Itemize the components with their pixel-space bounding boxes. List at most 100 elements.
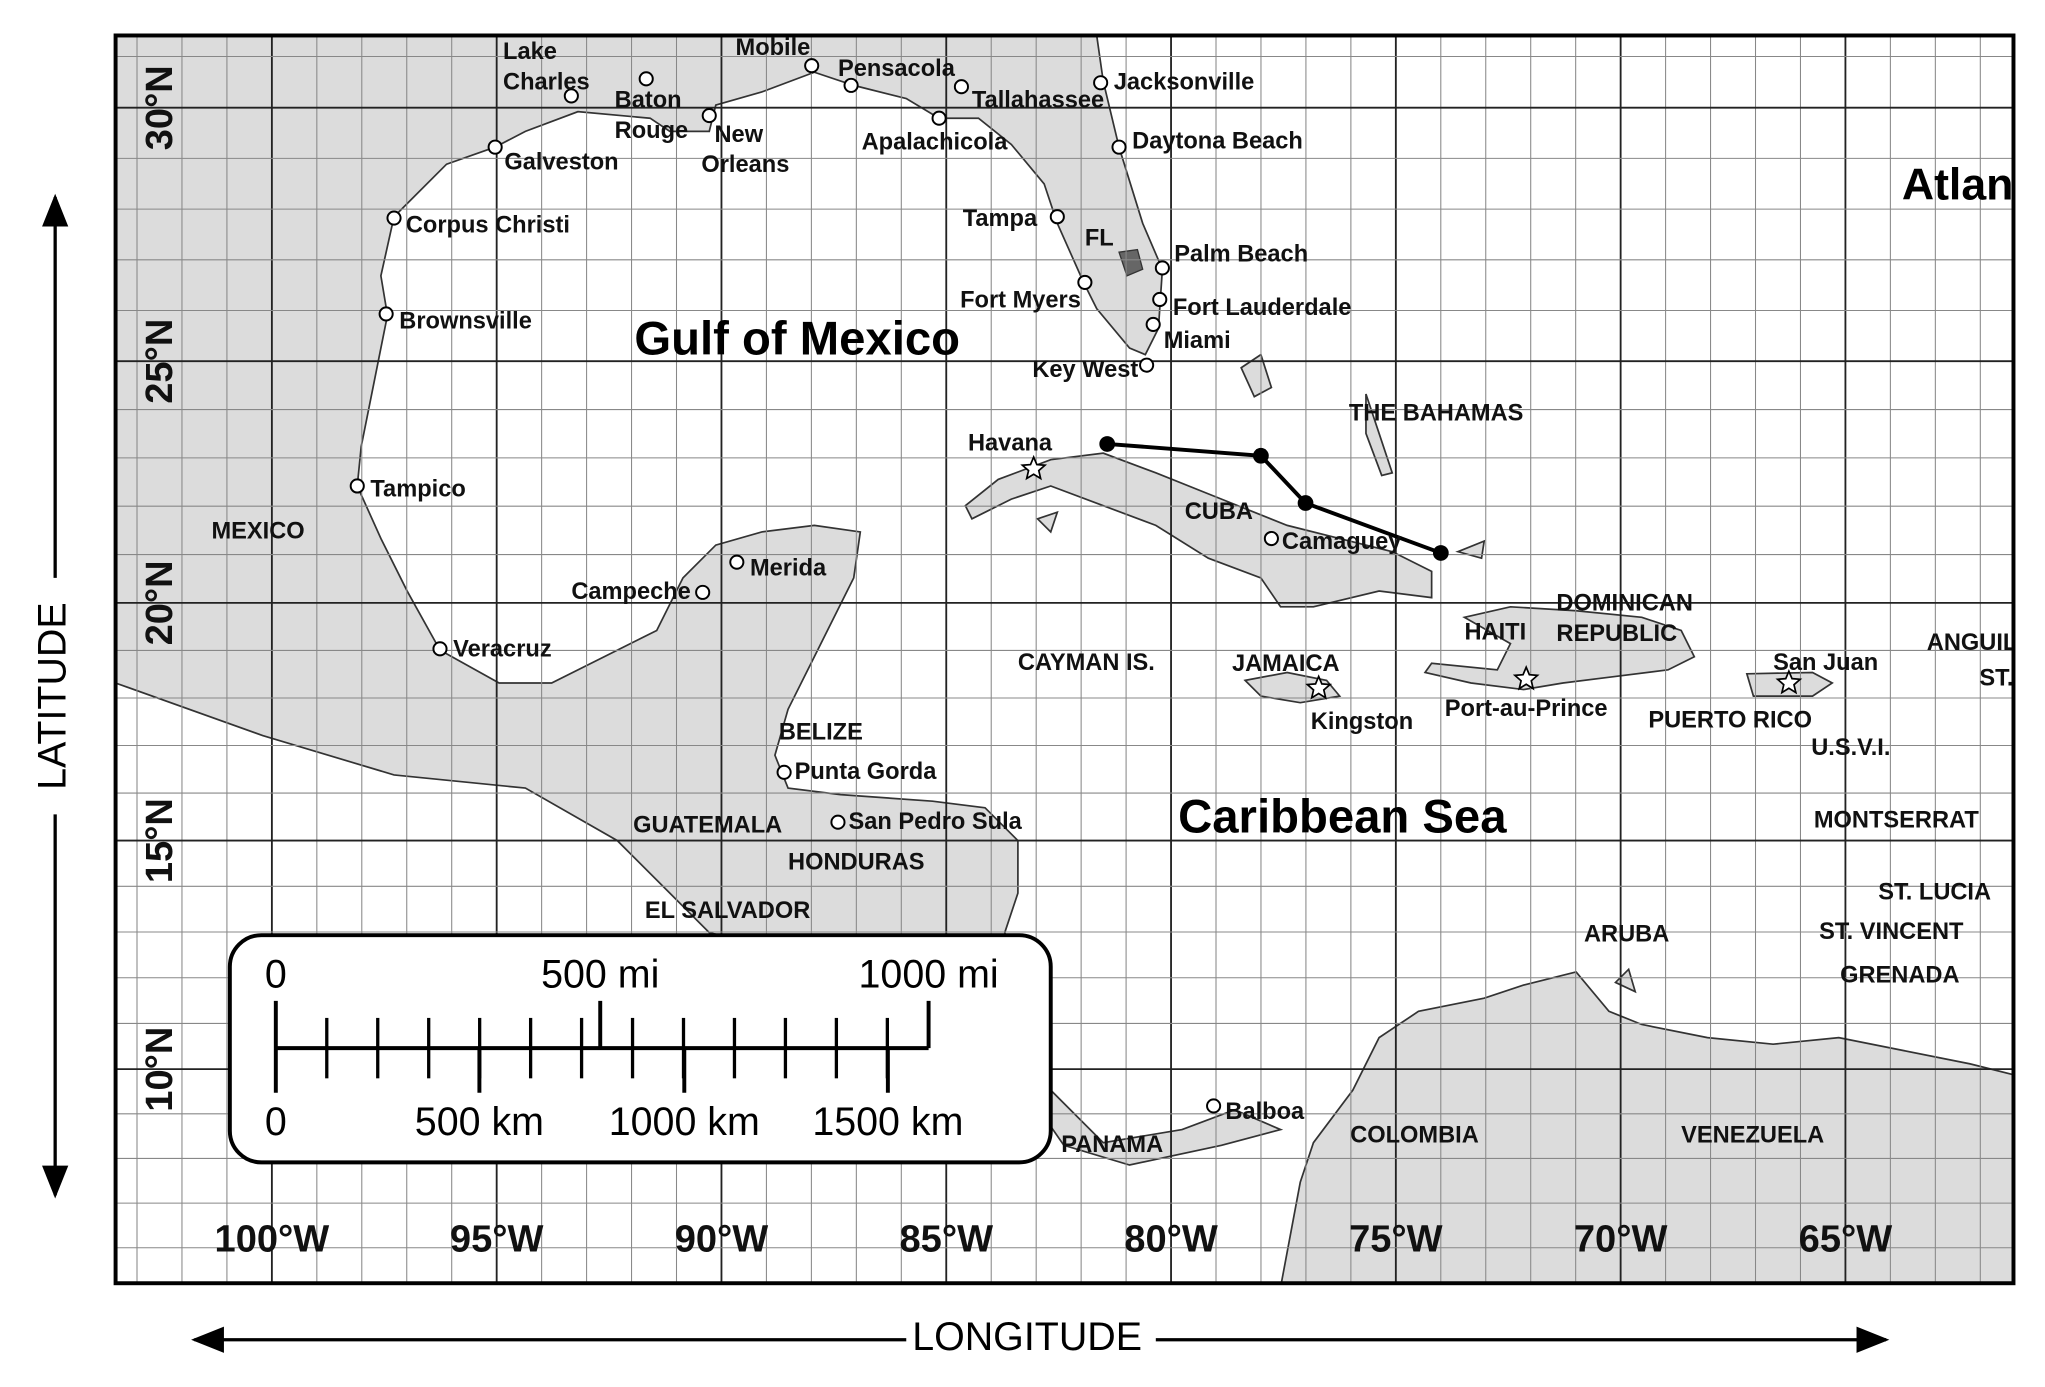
city-marker <box>1145 316 1161 332</box>
map-area: 100°W 95°W 90°W 85°W 80°W 75°W 70°W 65°W 30°N 25°… <box>115 35 2018 1284</box>
city-marker <box>1206 1098 1222 1114</box>
scale-bar: 0 500 mi 1000 mi 0 500 km 1000 km 1500 km <box>227 933 1053 1165</box>
capital-label: Havana <box>968 431 1053 457</box>
city-marker <box>563 88 579 104</box>
x-axis-title: LONGITUDE <box>912 1315 1142 1359</box>
region-label: ST. VINCENT <box>1819 919 1964 945</box>
grid <box>115 35 2014 1284</box>
city-marker <box>931 110 947 126</box>
city-label: Galveston <box>504 149 618 175</box>
longitude-label: 100°W <box>215 1219 330 1261</box>
region-label: PUERTO RICO <box>1648 708 1812 734</box>
city-marker <box>638 71 654 87</box>
city-marker <box>432 641 448 657</box>
city-label: Rouge <box>615 118 688 144</box>
region-label: PANAMA <box>1061 1132 1163 1158</box>
city-marker <box>804 58 820 74</box>
city-label: Brownsville <box>399 308 532 334</box>
region-label: GUATEMALA <box>633 813 782 839</box>
city-marker <box>1111 139 1127 155</box>
region-label: HONDURAS <box>788 849 925 875</box>
region-label: MEXICO <box>211 519 304 545</box>
region-label: HAITI <box>1464 620 1526 646</box>
region-label: CUBA <box>1185 499 1253 525</box>
km-label: 0 <box>265 1100 287 1144</box>
water-label: Atlan <box>1902 161 2014 210</box>
city-label: Baton <box>615 88 682 114</box>
storm-track <box>1099 436 1449 561</box>
y-axis-title: LATITUDE <box>31 602 75 790</box>
region-label: DOMINICAN <box>1556 591 1693 617</box>
city-label: Charles <box>503 69 590 95</box>
city-marker <box>1093 75 1109 91</box>
city-marker <box>1263 530 1279 547</box>
city-label: Apalachicola <box>862 130 1009 156</box>
city-label: Fort Lauderdale <box>1173 295 1352 321</box>
city-label: Camaguey <box>1282 529 1402 555</box>
city-marker <box>1154 260 1170 276</box>
map-frame <box>113 33 2016 1286</box>
latitude-label: 10°N <box>139 1027 181 1112</box>
water-label: Gulf of Mexico <box>634 313 960 366</box>
region-label: BELIZE <box>779 719 863 745</box>
region-label: CAYMAN IS. <box>1018 650 1155 676</box>
city-label: Corpus Christi <box>406 212 570 238</box>
city-marker <box>386 210 402 226</box>
city-marker <box>1152 291 1168 308</box>
longitude-label: 80°W <box>1124 1219 1218 1261</box>
km-label: 500 km <box>415 1100 544 1144</box>
region-label: ST. LUCIA <box>1878 880 1991 906</box>
longitude-label: 65°W <box>1799 1219 1893 1261</box>
region-label: MONTSERRAT <box>1814 807 1979 833</box>
region-label: ANGUIL <box>1927 630 2018 656</box>
city-label: Orleans <box>701 152 789 178</box>
city-label: Tampa <box>963 206 1038 232</box>
longitude-label: 90°W <box>675 1219 769 1261</box>
city-label: Merida <box>750 555 827 581</box>
water-label: Caribbean Sea <box>1178 791 1507 844</box>
capital-marker <box>1775 668 1803 695</box>
city-marker <box>776 764 792 780</box>
land <box>115 35 2014 1284</box>
region-label: THE BAHAMAS <box>1349 400 1524 426</box>
region-label: ST. <box>1979 666 2013 692</box>
city-marker <box>729 554 745 570</box>
city-marker <box>695 584 711 600</box>
city-label: Tallahassee <box>972 88 1104 114</box>
city-marker <box>1077 274 1093 290</box>
city-label: Veracruz <box>453 637 552 663</box>
city-label: Lake <box>503 39 557 65</box>
city-label: Tampico <box>370 476 465 502</box>
city-label: Pensacola <box>838 56 956 82</box>
longitude-label: 75°W <box>1349 1219 1443 1261</box>
city-marker <box>1049 209 1065 225</box>
scale-ticks: 0 500 mi 1000 mi 0 500 km 1000 km 1500 km <box>265 953 999 1144</box>
mile-label: 1000 mi <box>859 953 999 997</box>
longitude-label: 85°W <box>899 1219 993 1261</box>
city-marker <box>487 139 503 155</box>
latitude-label: 30°N <box>139 65 181 150</box>
latitude-label: 15°N <box>139 798 181 883</box>
city-marker <box>843 77 859 93</box>
city-label: New <box>715 122 764 148</box>
city-label: Daytona Beach <box>1132 128 1303 154</box>
region-label: ARUBA <box>1584 922 1669 948</box>
region-label: U.S.V.I. <box>1811 735 1890 761</box>
city-marker <box>830 814 846 830</box>
longitude-label: 70°W <box>1574 1219 1668 1261</box>
city-label: Palm Beach <box>1174 241 1308 267</box>
city-label: Miami <box>1164 328 1231 354</box>
city-label: Punta Gorda <box>795 759 938 785</box>
capital-label: Port-au-Prince <box>1445 696 1608 722</box>
km-label: 1500 km <box>812 1100 963 1144</box>
city-label: Campeche <box>571 579 691 605</box>
city-marker <box>1139 357 1155 373</box>
region-label: GRENADA <box>1840 962 1959 988</box>
longitude-label: 95°W <box>450 1219 544 1261</box>
capital-label: Kingston <box>1311 709 1413 735</box>
mile-label: 500 mi <box>541 953 659 997</box>
city-label: Fort Myers <box>960 287 1081 313</box>
city-label: Balboa <box>1225 1099 1305 1125</box>
city-marker <box>349 478 365 494</box>
city-marker <box>953 79 969 95</box>
